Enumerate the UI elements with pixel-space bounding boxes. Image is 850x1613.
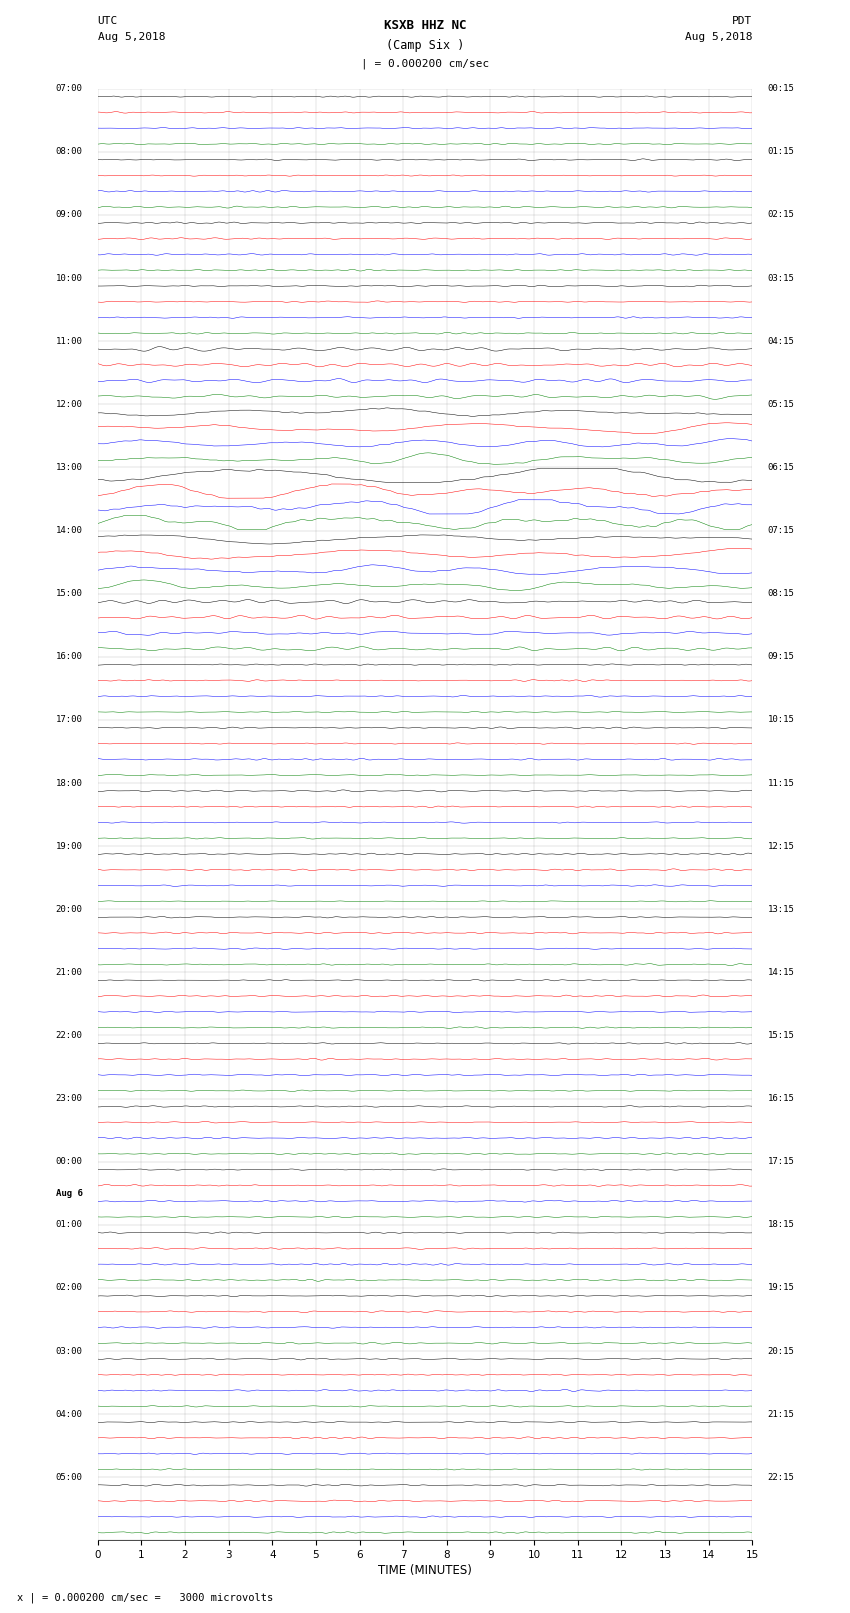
Text: 18:15: 18:15: [768, 1221, 795, 1229]
Text: 12:00: 12:00: [55, 400, 82, 408]
Text: 03:00: 03:00: [55, 1347, 82, 1355]
Text: Aug 5,2018: Aug 5,2018: [685, 32, 752, 42]
Text: 05:15: 05:15: [768, 400, 795, 408]
Text: 10:15: 10:15: [768, 716, 795, 724]
Text: 11:15: 11:15: [768, 779, 795, 787]
Text: 23:00: 23:00: [55, 1094, 82, 1103]
Text: KSXB HHZ NC: KSXB HHZ NC: [383, 19, 467, 32]
Text: 09:15: 09:15: [768, 652, 795, 661]
Text: 10:00: 10:00: [55, 274, 82, 282]
Text: 07:15: 07:15: [768, 526, 795, 536]
Text: 14:15: 14:15: [768, 968, 795, 977]
Text: 00:15: 00:15: [768, 84, 795, 94]
Text: Aug 6: Aug 6: [55, 1189, 82, 1198]
Text: 21:00: 21:00: [55, 968, 82, 977]
Text: 16:00: 16:00: [55, 652, 82, 661]
Text: 13:15: 13:15: [768, 905, 795, 913]
Text: 22:15: 22:15: [768, 1473, 795, 1482]
Text: 01:15: 01:15: [768, 147, 795, 156]
Text: 18:00: 18:00: [55, 779, 82, 787]
Text: 12:15: 12:15: [768, 842, 795, 850]
Text: 15:15: 15:15: [768, 1031, 795, 1040]
Text: 09:00: 09:00: [55, 210, 82, 219]
Text: 07:00: 07:00: [55, 84, 82, 94]
Text: 11:00: 11:00: [55, 337, 82, 345]
Text: 19:15: 19:15: [768, 1284, 795, 1292]
Text: 17:00: 17:00: [55, 716, 82, 724]
Text: 02:00: 02:00: [55, 1284, 82, 1292]
Text: x | = 0.000200 cm/sec =   3000 microvolts: x | = 0.000200 cm/sec = 3000 microvolts: [17, 1592, 273, 1603]
Text: 20:00: 20:00: [55, 905, 82, 913]
Text: 06:15: 06:15: [768, 463, 795, 473]
Text: 02:15: 02:15: [768, 210, 795, 219]
Text: 16:15: 16:15: [768, 1094, 795, 1103]
Text: 22:00: 22:00: [55, 1031, 82, 1040]
Text: 19:00: 19:00: [55, 842, 82, 850]
Text: 13:00: 13:00: [55, 463, 82, 473]
Text: (Camp Six ): (Camp Six ): [386, 39, 464, 52]
Text: 17:15: 17:15: [768, 1157, 795, 1166]
Text: 05:00: 05:00: [55, 1473, 82, 1482]
Text: 03:15: 03:15: [768, 274, 795, 282]
Text: 08:15: 08:15: [768, 589, 795, 598]
Text: 14:00: 14:00: [55, 526, 82, 536]
Text: 15:00: 15:00: [55, 589, 82, 598]
X-axis label: TIME (MINUTES): TIME (MINUTES): [378, 1565, 472, 1578]
Text: 01:00: 01:00: [55, 1221, 82, 1229]
Text: Aug 5,2018: Aug 5,2018: [98, 32, 165, 42]
Text: 00:00: 00:00: [55, 1157, 82, 1166]
Text: 21:15: 21:15: [768, 1410, 795, 1419]
Text: | = 0.000200 cm/sec: | = 0.000200 cm/sec: [361, 58, 489, 69]
Text: 04:15: 04:15: [768, 337, 795, 345]
Text: 04:00: 04:00: [55, 1410, 82, 1419]
Text: 20:15: 20:15: [768, 1347, 795, 1355]
Text: 08:00: 08:00: [55, 147, 82, 156]
Text: UTC: UTC: [98, 16, 118, 26]
Text: PDT: PDT: [732, 16, 752, 26]
